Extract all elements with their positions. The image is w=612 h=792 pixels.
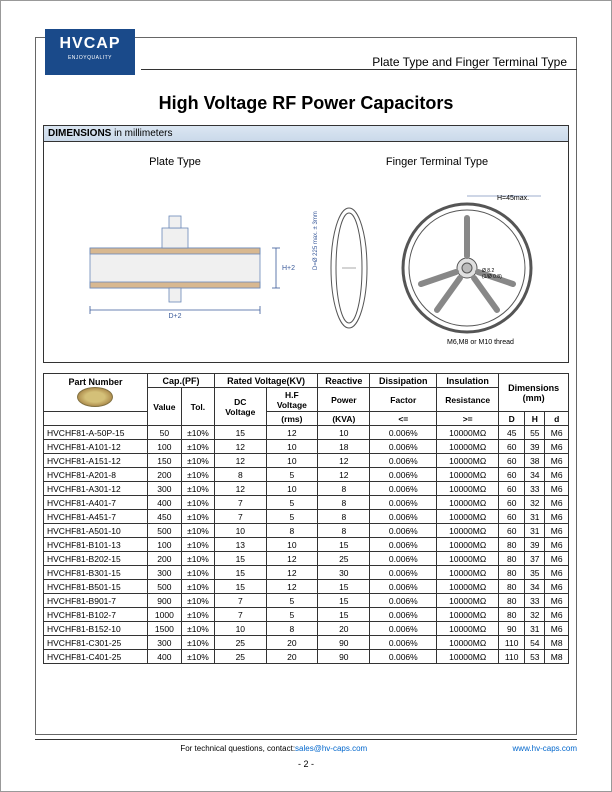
header-divider <box>141 69 577 70</box>
table-row: HVCHF81-C301-25300±10%2520900.006%10000M… <box>44 636 569 650</box>
table-row: HVCHF81-A451-7450±10%7580.006%10000MΩ603… <box>44 510 569 524</box>
plate-drawing-panel: Plate Type <box>44 142 306 362</box>
dimensions-header: DIMENSIONS in millimeters <box>44 126 568 142</box>
finger-label: Finger Terminal Type <box>306 156 568 168</box>
svg-text:D+2: D+2 <box>168 313 181 320</box>
hdr-rated: Rated Voltage(KV) <box>215 374 318 388</box>
table-row: HVCHF81-B301-15300±10%1512300.006%10000M… <box>44 566 569 580</box>
svg-text:(1/Ø 0.8): (1/Ø 0.8) <box>482 274 502 280</box>
hdr-tol: Tol. <box>181 388 214 426</box>
hdr-dcv: DCVoltage <box>215 388 267 426</box>
plate-label: Plate Type <box>44 156 306 168</box>
page-title: High Voltage RF Power Capacitors <box>1 93 611 114</box>
footer-email[interactable]: sales@hv-caps.com <box>295 744 367 753</box>
logo: HVCAP ENJOYQUALITY <box>45 29 135 75</box>
dim-label-bold: DIMENSIONS <box>48 128 111 139</box>
page-number: - 2 - <box>1 759 611 769</box>
dimensions-section: DIMENSIONS in millimeters Plate Type <box>43 125 569 363</box>
footer: For technical questions, contact:sales@h… <box>35 739 577 753</box>
table-row: HVCHF81-A-50P-1550±10%1512100.006%10000M… <box>44 426 569 440</box>
hdr-power: Power <box>318 388 370 412</box>
table-row: HVCHF81-B202-15200±10%1512250.006%10000M… <box>44 552 569 566</box>
hdr-insul: Insulation <box>437 374 499 388</box>
hdr-dd: d <box>545 412 569 426</box>
table-row: HVCHF81-A301-12300±10%121080.006%10000MΩ… <box>44 482 569 496</box>
hdr-part: Part Number <box>68 377 122 387</box>
hdr-resist: Resistance <box>437 388 499 412</box>
footer-site[interactable]: www.hv-caps.com <box>513 744 577 753</box>
hdr-value: Value <box>147 388 181 426</box>
logo-brand: HVCAP <box>45 35 135 53</box>
table-row: HVCHF81-A201-8200±10%85120.006%10000MΩ60… <box>44 468 569 482</box>
hdr-cap: Cap.(PF) <box>147 374 214 388</box>
hdr-le: <= <box>370 412 437 426</box>
table-row: HVCHF81-A101-12100±10%1210180.006%10000M… <box>44 440 569 454</box>
logo-tagline: ENJOYQUALITY <box>45 55 135 61</box>
hdr-rms: (rms) <box>266 412 318 426</box>
hdr-dims: Dimensions <box>508 383 559 393</box>
finger-diagram: D=Ø 225 max. ± 3mm H=45 <box>306 178 568 348</box>
spec-tbody: HVCHF81-A-50P-1550±10%1512100.006%10000M… <box>44 426 569 664</box>
table-row: HVCHF81-B102-71000±10%75150.006%10000MΩ8… <box>44 608 569 622</box>
svg-text:H=45max.: H=45max. <box>497 195 529 202</box>
table-row: HVCHF81-A501-10500±10%10880.006%10000MΩ6… <box>44 524 569 538</box>
capacitor-icon <box>77 387 113 407</box>
table-row: HVCHF81-A401-7400±10%7580.006%10000MΩ603… <box>44 496 569 510</box>
spec-table: Part Number Cap.(PF) Rated Voltage(KV) R… <box>43 373 569 664</box>
table-row: HVCHF81-A151-12150±10%1210120.006%10000M… <box>44 454 569 468</box>
hdr-mm: (mm) <box>523 393 545 403</box>
dimensions-body: Plate Type <box>44 142 568 362</box>
table-row: HVCHF81-C401-25400±10%2520900.006%10000M… <box>44 650 569 664</box>
hdr-hfv: H.FVoltage <box>266 388 318 412</box>
hdr-H: H <box>525 412 545 426</box>
table-row: HVCHF81-B101-13100±10%1310150.006%10000M… <box>44 538 569 552</box>
svg-text:H+2: H+2 <box>282 265 295 272</box>
hdr-factor: Factor <box>370 388 437 412</box>
spec-table-wrap: Part Number Cap.(PF) Rated Voltage(KV) R… <box>43 373 569 664</box>
table-row: HVCHF81-B152-101500±10%108200.006%10000M… <box>44 622 569 636</box>
finger-drawing-panel: Finger Terminal Type D=Ø 225 max. ± 3mm <box>306 142 568 362</box>
footer-contact: For technical questions, contact:sales@h… <box>35 744 513 753</box>
hdr-reactive: Reactive <box>318 374 370 388</box>
hdr-kva: (KVA) <box>318 412 370 426</box>
table-row: HVCHF81-B901-7900±10%75150.006%10000MΩ80… <box>44 594 569 608</box>
hdr-diss: Dissipation <box>370 374 437 388</box>
hdr-ge: >= <box>437 412 499 426</box>
dim-label-rest: in millimeters <box>111 128 172 139</box>
svg-text:D=Ø 225 max. ± 3mm: D=Ø 225 max. ± 3mm <box>313 211 319 270</box>
hdr-D: D <box>499 412 525 426</box>
plate-diagram: D+2 H+2 <box>44 178 306 348</box>
header-subtitle: Plate Type and Finger Terminal Type <box>372 55 567 69</box>
table-row: HVCHF81-B501-15500±10%1512150.006%10000M… <box>44 580 569 594</box>
svg-text:M6,M8 or M10 thread: M6,M8 or M10 thread <box>447 339 514 346</box>
